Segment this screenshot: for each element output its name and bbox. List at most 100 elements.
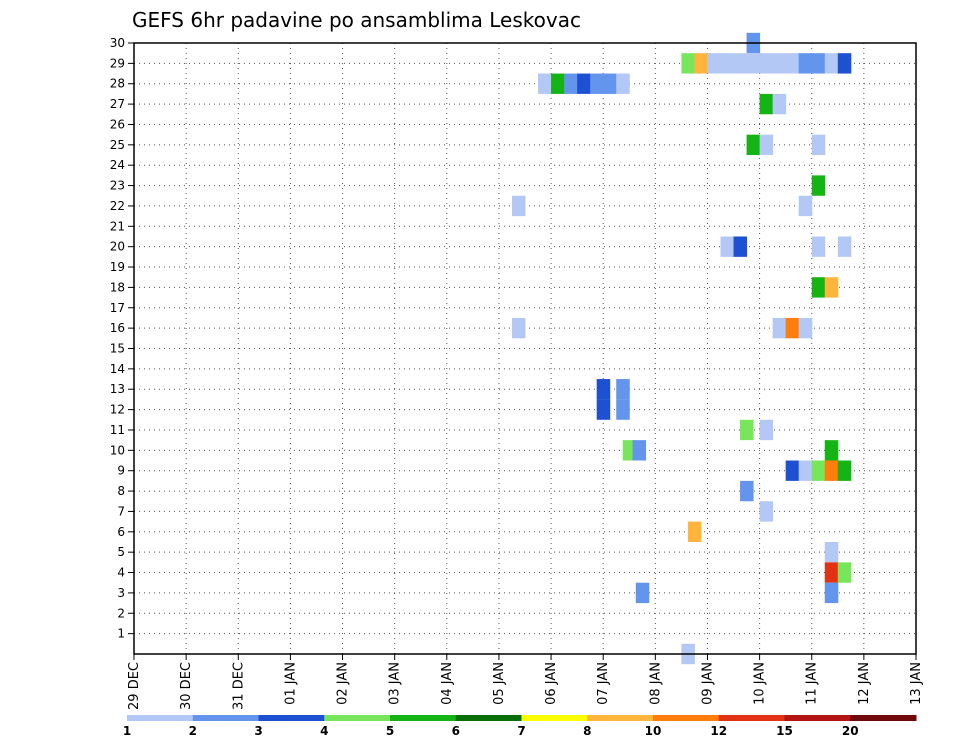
- x-tick-label: 04 JAN: [440, 662, 455, 705]
- legend-swatch: [521, 715, 588, 721]
- x-tick-label: 13 JAN: [909, 662, 924, 705]
- y-tick-label: 4: [117, 566, 125, 580]
- x-axis-ticks: 29 DEC 30 DEC 31 DEC 01 JAN 02 JAN 03 JAN 04 J…: [127, 654, 924, 710]
- data-cell: [824, 582, 839, 604]
- y-tick-label: 11: [110, 423, 125, 437]
- data-cell: [759, 93, 774, 115]
- legend-swatch: [784, 715, 851, 721]
- data-cell: [772, 317, 787, 339]
- data-cell: [746, 134, 761, 156]
- data-cell: [811, 134, 826, 156]
- y-tick-label: 27: [110, 97, 125, 111]
- data-cell: [785, 317, 800, 339]
- y-tick-label: 1: [117, 627, 125, 641]
- y-tick-label: 20: [110, 240, 125, 254]
- legend-level-label: 3: [254, 724, 262, 738]
- data-cell: [824, 541, 839, 563]
- data-cell: [824, 53, 839, 74]
- legend-level-label: 10: [645, 724, 662, 738]
- data-cell: [837, 460, 852, 481]
- data-cell: [759, 501, 774, 522]
- y-tick-label: 25: [110, 138, 125, 152]
- legend-level-label: 15: [776, 724, 793, 738]
- data-cell: [824, 562, 839, 583]
- legend-level-label: 8: [583, 724, 591, 738]
- data-cell: [837, 53, 852, 74]
- y-tick-label: 16: [110, 321, 125, 335]
- legend-swatch: [127, 715, 194, 721]
- data-cell: [632, 440, 647, 461]
- y-tick-label: 6: [117, 525, 125, 539]
- legend-swatch: [192, 715, 259, 721]
- data-cell: [798, 195, 813, 217]
- legend-swatch: [390, 715, 457, 721]
- data-cell: [616, 379, 630, 400]
- legend-swatch: [850, 715, 917, 721]
- y-tick-label: 26: [110, 117, 125, 131]
- data-cell: [798, 460, 813, 481]
- x-tick-label: 02 JAN: [336, 662, 351, 705]
- data-cell: [746, 53, 761, 74]
- x-tick-label: 05 JAN: [492, 662, 507, 705]
- y-tick-label: 13: [110, 382, 125, 396]
- y-tick-label: 2: [117, 606, 125, 620]
- data-cell: [616, 399, 630, 420]
- data-cell: [511, 195, 526, 217]
- data-cell: [811, 53, 826, 74]
- data-cell: [740, 419, 754, 441]
- x-tick-label: 30 DEC: [179, 662, 194, 710]
- legend-level-label: 12: [710, 724, 727, 738]
- legend-level-label: 20: [842, 724, 859, 738]
- data-cell: [694, 53, 708, 74]
- x-tick-label: 03 JAN: [388, 662, 403, 705]
- data-cell: [811, 236, 826, 257]
- y-tick-label: 18: [110, 280, 125, 294]
- y-tick-label: 21: [110, 219, 125, 233]
- y-tick-label: 12: [110, 403, 125, 417]
- data-cell: [811, 175, 826, 196]
- data-cell: [811, 460, 826, 481]
- data-cell: [785, 460, 800, 481]
- x-tick-label: 11 JAN: [805, 662, 820, 705]
- x-tick-label: 29 DEC: [127, 662, 142, 710]
- y-tick-label: 7: [117, 504, 125, 518]
- data-cell: [733, 236, 748, 257]
- data-cell: [733, 53, 748, 74]
- data-cell: [772, 53, 787, 74]
- data-cell: [824, 460, 839, 481]
- chart-title: GEFS 6hr padavine po ansamblima Leskovac: [132, 8, 581, 32]
- y-tick-label: 23: [110, 179, 125, 193]
- x-tick-label: 06 JAN: [544, 662, 559, 705]
- data-cell: [798, 53, 813, 74]
- data-cell: [720, 236, 735, 257]
- data-cell: [824, 440, 839, 461]
- legend-swatch: [258, 715, 325, 721]
- data-cell: [837, 236, 852, 257]
- data-cell: [577, 73, 591, 94]
- data-cell: [681, 53, 695, 74]
- y-tick-label: 28: [110, 77, 125, 91]
- y-tick-label: 10: [110, 443, 125, 457]
- y-tick-label: 8: [117, 484, 125, 498]
- data-cell: [720, 53, 735, 74]
- data-cell: [785, 53, 800, 74]
- legend-level-label: 7: [517, 724, 525, 738]
- x-tick-label: 09 JAN: [700, 662, 715, 705]
- data-cell: [590, 73, 604, 94]
- data-cell: [837, 562, 852, 583]
- data-cell: [759, 134, 774, 156]
- y-tick-label: 24: [110, 158, 125, 172]
- data-cell: [616, 73, 630, 94]
- data-cell: [596, 379, 611, 400]
- data-cell: [564, 73, 578, 94]
- data-cell: [603, 73, 617, 94]
- legend-level-label: 1: [123, 724, 131, 738]
- legend-swatch: [324, 715, 391, 721]
- legend-level-label: 5: [386, 724, 394, 738]
- data-cell: [635, 582, 650, 604]
- data-cell: [798, 317, 813, 339]
- data-cells: [511, 32, 852, 665]
- x-tick-label: 07 JAN: [596, 662, 611, 705]
- data-cell: [740, 480, 754, 502]
